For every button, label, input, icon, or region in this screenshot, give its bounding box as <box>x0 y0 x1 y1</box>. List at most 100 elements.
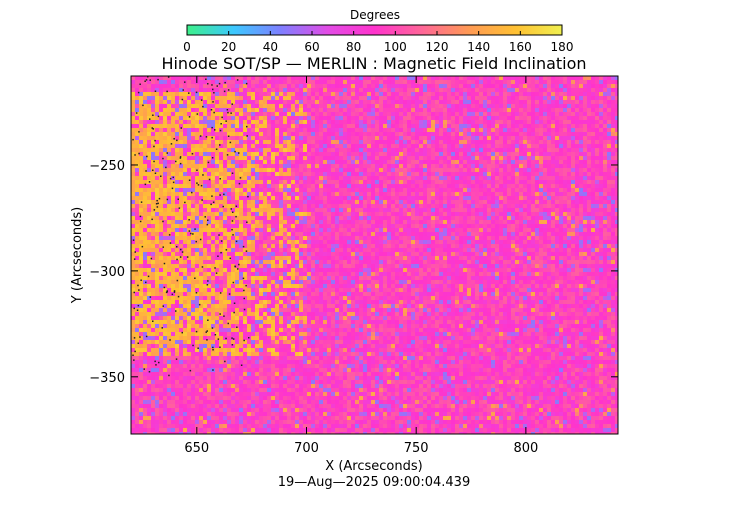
heatmap-cell <box>187 180 191 184</box>
heatmap-cell <box>415 172 419 176</box>
heatmap-cell <box>595 188 599 192</box>
heatmap-cell <box>471 112 475 116</box>
heatmap-cell <box>203 108 207 112</box>
heatmap-cell <box>163 120 167 124</box>
heatmap-cell <box>575 132 579 136</box>
heatmap-cell <box>423 220 427 224</box>
heatmap-cell <box>327 236 331 240</box>
heatmap-cell <box>587 204 591 208</box>
heatmap-cell <box>187 196 191 200</box>
heatmap-cell <box>347 120 351 124</box>
heatmap-cell <box>303 96 307 100</box>
heatmap-cell <box>503 160 507 164</box>
heatmap-cell <box>231 132 235 136</box>
heatmap-cell <box>423 236 427 240</box>
heatmap-cell <box>383 208 387 212</box>
heatmap-cell <box>239 216 243 220</box>
heatmap-cell <box>507 108 511 112</box>
heatmap-cell <box>531 212 535 216</box>
heatmap-cell <box>203 228 207 232</box>
heatmap-cell <box>147 224 151 228</box>
heatmap-cell <box>595 184 599 188</box>
heatmap-cell <box>359 128 363 132</box>
heatmap-cell <box>595 140 599 144</box>
heatmap-cell <box>459 108 463 112</box>
heatmap-cell <box>391 164 395 168</box>
heatmap-cell <box>503 208 507 212</box>
heatmap-cell <box>367 84 371 88</box>
heatmap-cell <box>503 188 507 192</box>
heatmap-cell <box>187 112 191 116</box>
heatmap-cell <box>355 204 359 208</box>
heatmap-cell <box>303 104 307 108</box>
heatmap-cell <box>423 152 427 156</box>
heatmap-cell <box>579 136 583 140</box>
heatmap-cell <box>519 172 523 176</box>
heatmap-cell <box>171 76 175 80</box>
heatmap-cell <box>283 152 287 156</box>
heatmap-cell <box>567 188 571 192</box>
heatmap-cell <box>555 140 559 144</box>
heatmap-cell <box>315 164 319 168</box>
heatmap-cell <box>471 152 475 156</box>
heatmap-cell <box>319 220 323 224</box>
heatmap-cell <box>539 172 543 176</box>
heatmap-cell <box>315 140 319 144</box>
heatmap-cell <box>255 136 259 140</box>
heatmap-cell <box>327 220 331 224</box>
colorbar-tick-label: 180 <box>551 40 574 54</box>
heatmap-cell <box>359 164 363 168</box>
heatmap-cell <box>495 120 499 124</box>
heatmap-cell <box>499 232 503 236</box>
heatmap-cell <box>155 216 159 220</box>
heatmap-cell <box>483 232 487 236</box>
heatmap-cell <box>551 220 555 224</box>
heatmap-cell <box>279 108 283 112</box>
heatmap-cell <box>443 176 447 180</box>
heatmap-cell <box>439 176 443 180</box>
heatmap-cell <box>471 196 475 200</box>
heatmap-cell <box>487 224 491 228</box>
heatmap-cell <box>579 200 583 204</box>
heatmap-cell <box>231 140 235 144</box>
heatmap-cell <box>139 76 143 80</box>
heatmap-cell <box>351 152 355 156</box>
heatmap-cell <box>355 236 359 240</box>
heatmap-cell <box>171 212 175 216</box>
heatmap-cell <box>223 160 227 164</box>
heatmap-cell <box>563 132 567 136</box>
heatmap-cell <box>547 124 551 128</box>
heatmap-cell <box>159 208 163 212</box>
heatmap-cell <box>379 96 383 100</box>
heatmap-cell <box>131 152 135 156</box>
heatmap-cell <box>455 172 459 176</box>
heatmap-cell <box>555 200 559 204</box>
heatmap-cell <box>291 192 295 196</box>
heatmap-cell <box>251 128 255 132</box>
heatmap-cell <box>267 184 271 188</box>
heatmap-cell <box>483 104 487 108</box>
heatmap-cell <box>287 152 291 156</box>
heatmap-cell <box>135 160 139 164</box>
heatmap-cell <box>223 88 227 92</box>
heatmap-cell <box>147 108 151 112</box>
heatmap-cell <box>571 80 575 84</box>
heatmap-cell <box>571 112 575 116</box>
heatmap-cell <box>363 168 367 172</box>
heatmap-cell <box>311 164 315 168</box>
heatmap-cell <box>571 212 575 216</box>
heatmap-cell <box>603 168 607 172</box>
heatmap-cell <box>579 164 583 168</box>
heatmap-cell <box>567 96 571 100</box>
heatmap-cell <box>419 96 423 100</box>
heatmap-cell <box>407 160 411 164</box>
heatmap-cell <box>239 120 243 124</box>
heatmap-cell <box>531 100 535 104</box>
heatmap-cell <box>219 80 223 84</box>
heatmap-cell <box>263 236 267 240</box>
heatmap-cell <box>455 176 459 180</box>
heatmap-cell <box>243 116 247 120</box>
heatmap-cell <box>507 116 511 120</box>
heatmap-cell <box>475 80 479 84</box>
heatmap-cell <box>451 200 455 204</box>
